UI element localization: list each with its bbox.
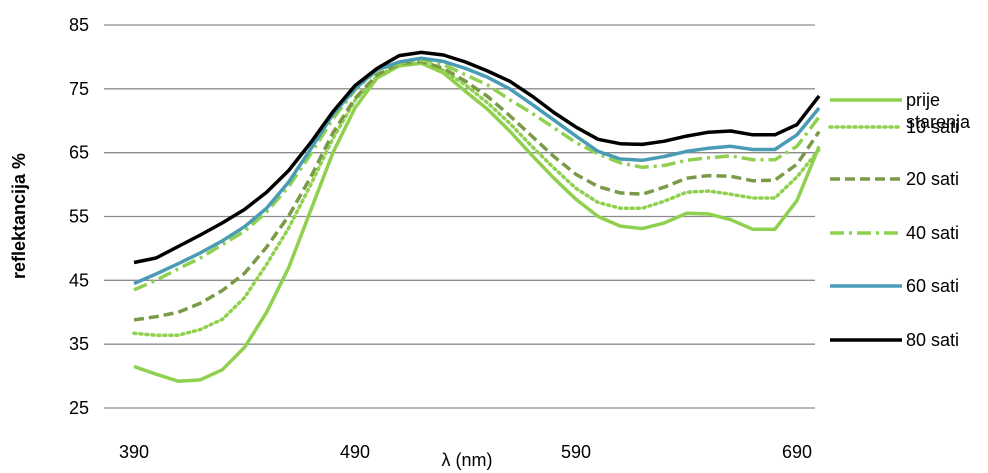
x-tick-label: 590 [561, 442, 591, 462]
legend-label-2: 20 sati [906, 169, 959, 189]
legend-label-3: 40 sati [906, 223, 959, 243]
x-tick-label: 690 [782, 442, 812, 462]
series-line-3 [133, 58, 821, 292]
series-line-5 [133, 50, 821, 265]
legend-label-0: prije starenja [906, 90, 971, 132]
y-tick-label: 55 [69, 207, 89, 227]
legend-label-4: 60 sati [906, 276, 959, 296]
series-line-4 [133, 56, 821, 286]
series-line-1 [132, 60, 821, 337]
x-axis-title: λ (nm) [442, 450, 493, 470]
series-line-0 [133, 61, 821, 383]
y-tick-label: 25 [69, 398, 89, 418]
y-tick-label: 75 [69, 79, 89, 99]
y-tick-label: 65 [69, 143, 89, 163]
y-tick-labels: 25 35 45 55 65 75 85 [69, 15, 89, 418]
y-tick-label: 85 [69, 15, 89, 35]
y-tick-label: 45 [69, 270, 89, 290]
legend-label-5: 80 sati [906, 330, 959, 350]
series-lines [132, 50, 821, 383]
y-tick-label: 35 [69, 334, 89, 354]
series-line-2 [133, 59, 821, 322]
gridlines [104, 24, 815, 409]
x-tick-label: 490 [340, 442, 370, 462]
x-tick-label: 390 [119, 442, 149, 462]
y-axis-title: reflektancija % [9, 153, 29, 279]
legend-label-1: 10 sati [906, 117, 959, 137]
x-tick-labels: 390 490 590 690 [119, 442, 812, 462]
